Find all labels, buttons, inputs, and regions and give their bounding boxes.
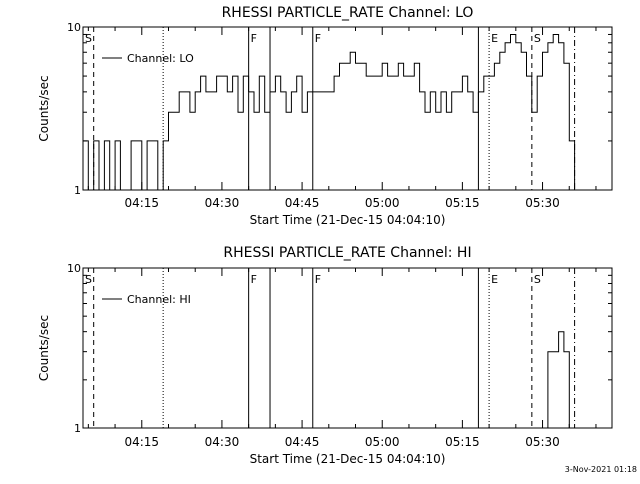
event-marker-label: F: [315, 32, 321, 45]
x-tick-label: 04:15: [124, 196, 159, 210]
event-marker-label: S: [534, 273, 541, 286]
x-tick-label: 04:45: [285, 196, 320, 210]
legend-label: Channel: HI: [127, 293, 191, 306]
chart-title: RHESSI PARTICLE_RATE Channel: HI: [223, 245, 471, 261]
event-marker-label: F: [251, 32, 257, 45]
data-series-line: [478, 34, 576, 190]
x-tick-label: 05:15: [445, 435, 480, 449]
event-marker-label: S: [534, 32, 541, 45]
event-marker-label: F: [251, 273, 257, 286]
data-series-line: [83, 75, 250, 191]
y-tick-label: 1: [74, 184, 81, 197]
x-tick-label: 04:45: [285, 435, 320, 449]
plot-frame: [82, 26, 613, 191]
chart-panel-2: RHESSI PARTICLE_RATE Channel: HI Counts/s…: [37, 245, 613, 466]
y-axis-label: Counts/sec: [37, 315, 51, 381]
legend-label: Channel: LO: [127, 52, 194, 65]
x-tick-label: 05:00: [365, 196, 400, 210]
data-series-line: [312, 51, 479, 113]
x-tick-label: 04:15: [124, 435, 159, 449]
x-tick-label: 04:30: [205, 196, 240, 210]
event-marker-label: E: [491, 273, 498, 286]
x-axis-label: Start Time (21-Dec-15 04:04:10): [250, 213, 446, 227]
x-tick-label: 05:15: [445, 196, 480, 210]
data-series-line: [248, 75, 271, 113]
y-tick-label: 10: [67, 262, 81, 275]
data-series-line: [270, 75, 313, 113]
chart-panel-1: RHESSI PARTICLE_RATE Channel: LO Counts/s…: [37, 5, 613, 227]
x-tick-label: 05:30: [525, 196, 560, 210]
y-tick-label: 1: [74, 422, 81, 435]
event-marker-label: F: [315, 273, 321, 286]
plot-frame: [82, 267, 613, 429]
event-marker-label: S: [85, 32, 92, 45]
data-series-line: [542, 331, 570, 429]
y-tick-label: 10: [67, 21, 81, 34]
x-tick-label: 05:00: [365, 435, 400, 449]
event-marker-label: E: [491, 32, 498, 45]
x-tick-label: 05:30: [525, 435, 560, 449]
x-axis-label: Start Time (21-Dec-15 04:04:10): [250, 452, 446, 466]
x-tick-label: 04:30: [205, 435, 240, 449]
event-marker-label: S: [85, 273, 92, 286]
chart-title: RHESSI PARTICLE_RATE Channel: LO: [222, 5, 474, 21]
y-axis-label: Counts/sec: [37, 75, 51, 141]
footer-timestamp: 3-Nov-2021 01:18: [564, 465, 637, 474]
